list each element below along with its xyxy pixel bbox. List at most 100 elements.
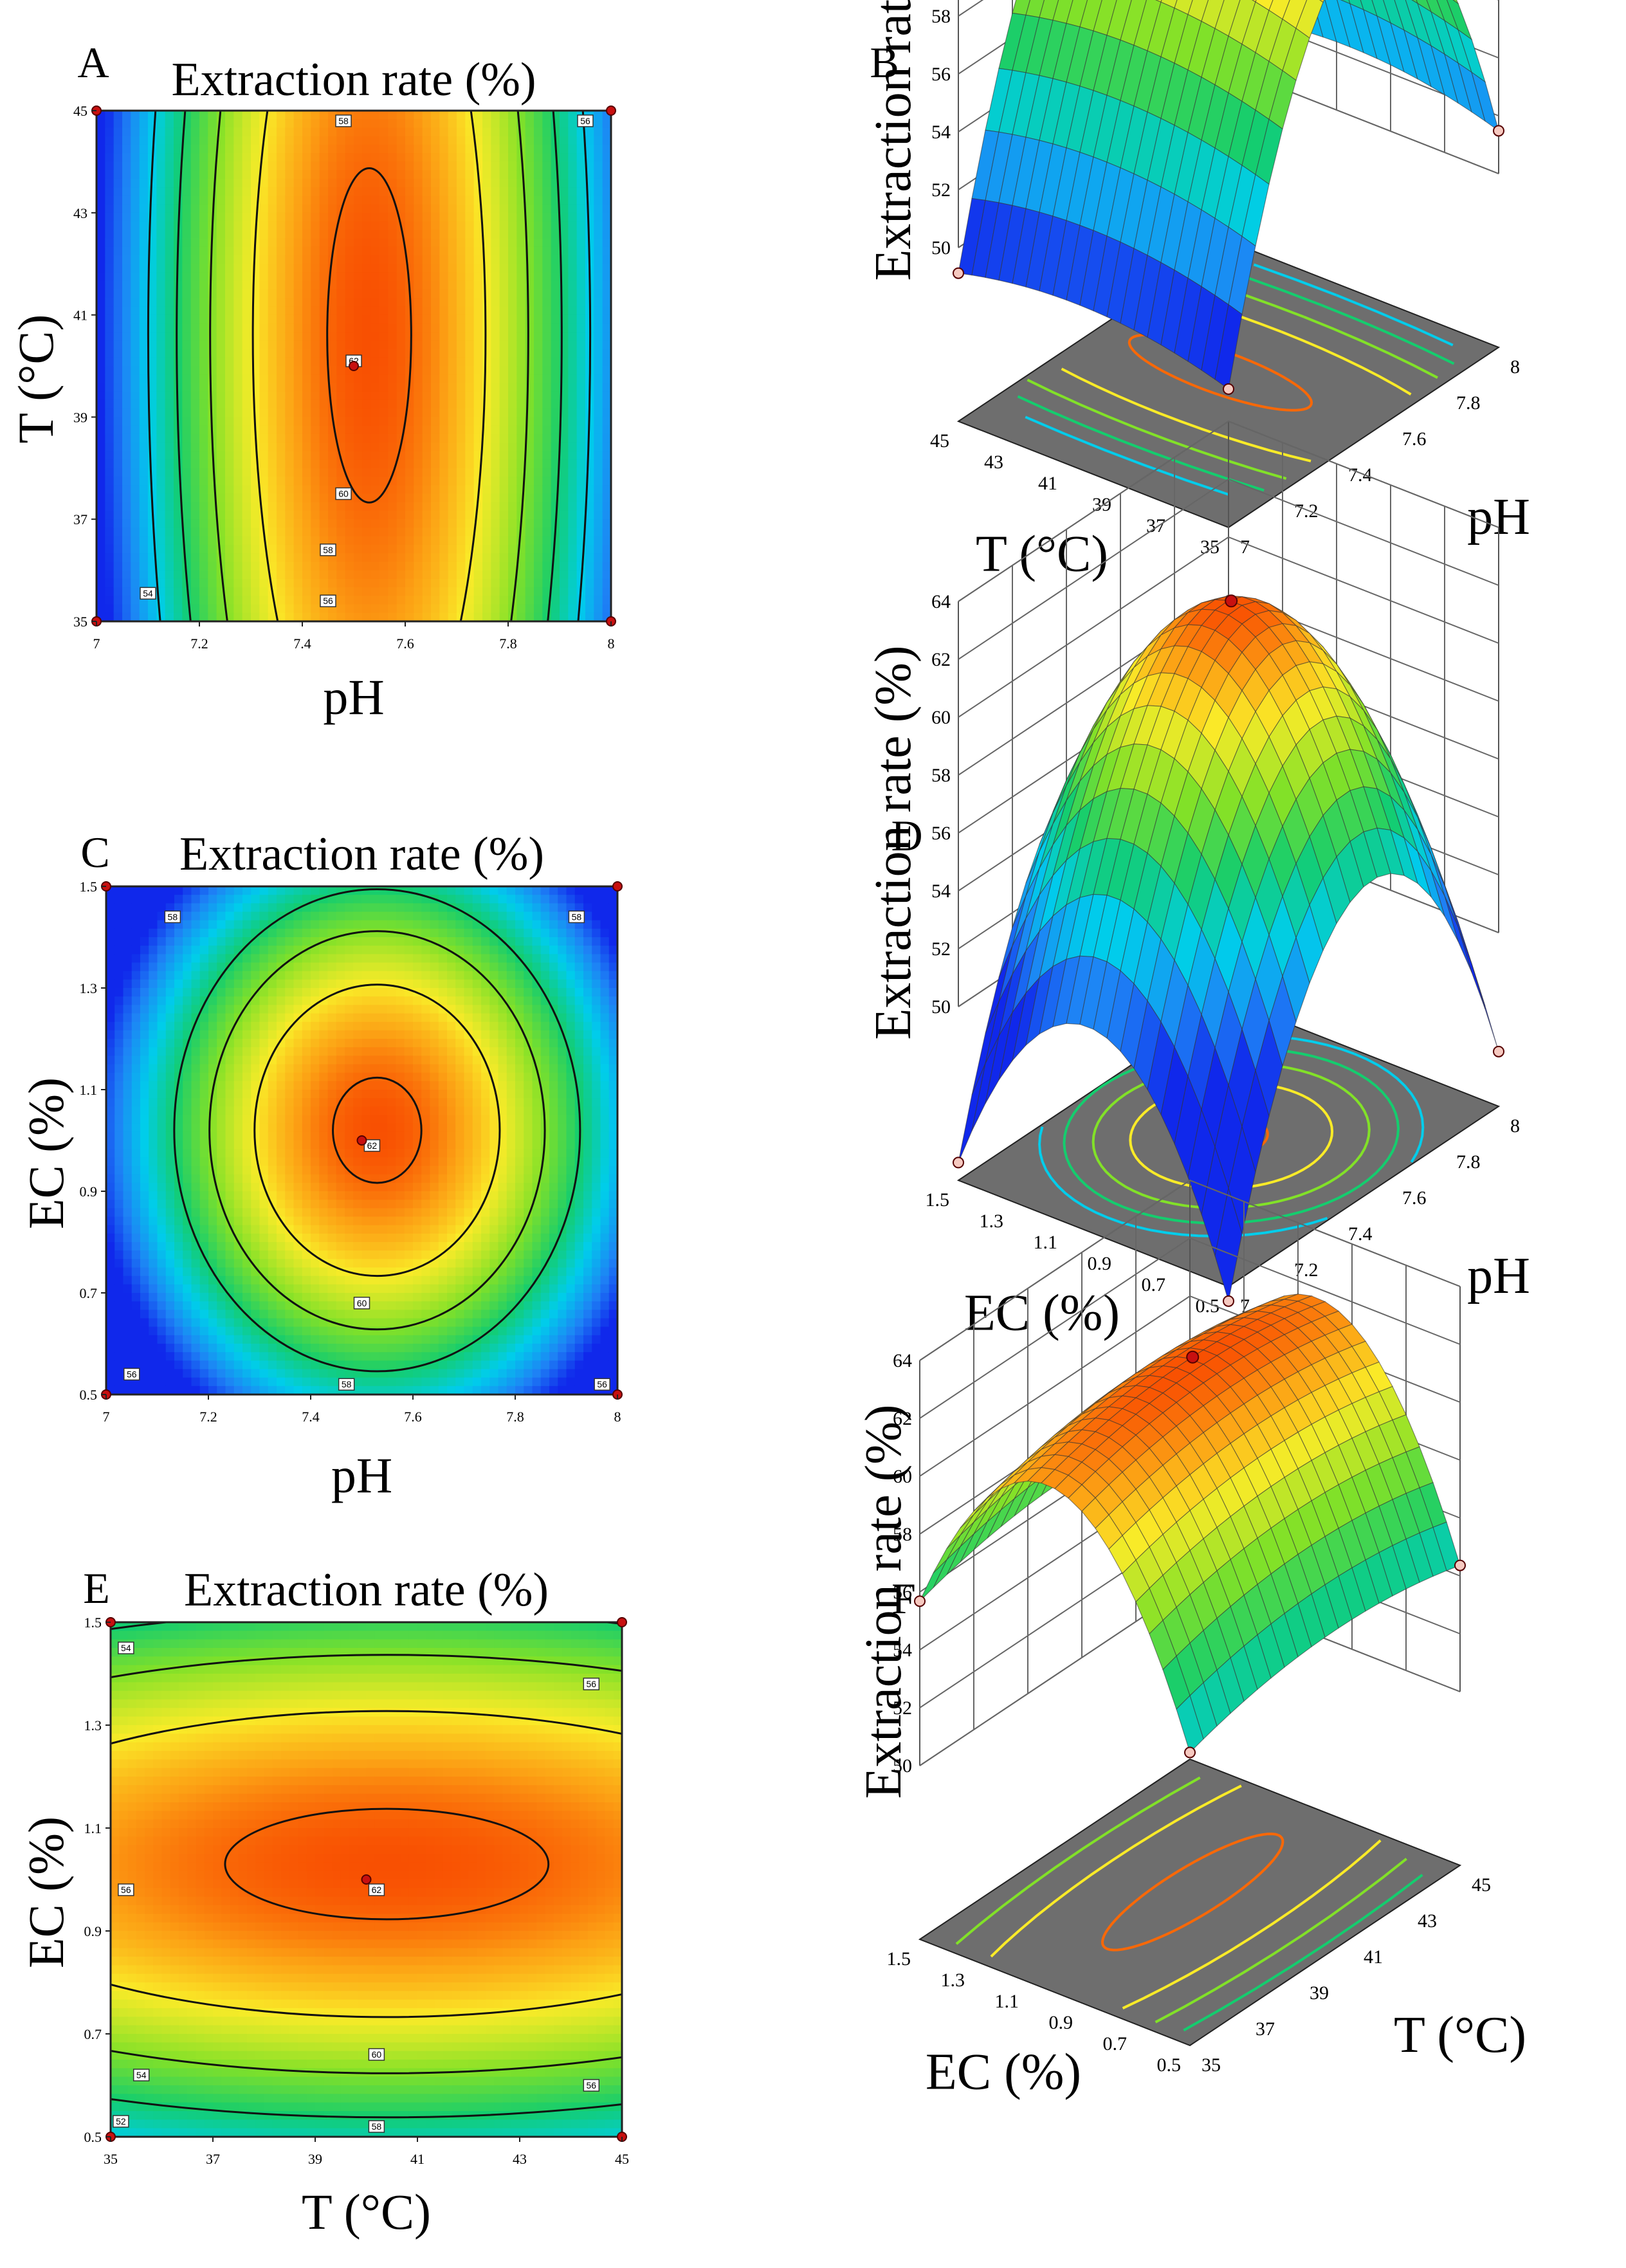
heatmap-cell bbox=[259, 1056, 269, 1065]
heatmap-cell bbox=[174, 946, 183, 955]
heatmap-cell bbox=[302, 144, 311, 154]
heatmap-cell bbox=[114, 1276, 124, 1285]
heatmap-cell bbox=[302, 323, 311, 333]
heatmap-cell bbox=[414, 170, 423, 179]
heatmap-cell bbox=[242, 587, 251, 596]
heatmap-cell bbox=[551, 399, 560, 409]
heatmap-cell bbox=[439, 332, 449, 341]
heatmap-cell bbox=[113, 553, 123, 562]
heatmap-cell bbox=[96, 170, 105, 179]
heatmap-cell bbox=[259, 1047, 269, 1056]
heatmap-cell bbox=[602, 196, 612, 205]
heatmap-cell bbox=[131, 1267, 141, 1277]
heatmap-cell bbox=[568, 544, 578, 554]
heatmap-cell bbox=[422, 493, 432, 503]
heatmap-cell bbox=[174, 1335, 183, 1344]
heatmap-cell bbox=[370, 306, 380, 316]
heatmap-cell bbox=[311, 136, 320, 145]
heatmap-cell bbox=[225, 212, 234, 222]
heatmap-cell bbox=[268, 1360, 277, 1370]
heatmap-cell bbox=[465, 221, 475, 230]
heatmap-cell bbox=[165, 315, 174, 324]
heatmap-cell bbox=[174, 187, 183, 196]
heatmap-cell bbox=[225, 136, 234, 145]
heatmap-cell bbox=[174, 1005, 183, 1014]
heatmap-cell bbox=[122, 178, 131, 188]
heatmap-cell bbox=[148, 332, 157, 341]
heatmap-cell bbox=[328, 323, 337, 333]
heatmap-cell bbox=[336, 349, 346, 358]
heatmap-cell bbox=[251, 1056, 260, 1065]
heatmap-cell bbox=[379, 187, 388, 196]
heatmap-cell bbox=[174, 280, 183, 290]
heatmap-cell bbox=[182, 289, 192, 298]
heatmap-cell bbox=[499, 553, 509, 562]
heatmap-cell bbox=[448, 272, 457, 282]
heatmap-cell bbox=[217, 911, 226, 921]
heatmap-cell bbox=[225, 459, 234, 469]
heatmap-cell bbox=[233, 1047, 243, 1056]
heatmap-cell bbox=[268, 1005, 277, 1014]
heatmap-cell bbox=[106, 1200, 115, 1209]
heatmap-cell bbox=[165, 1242, 175, 1251]
heatmap-cell bbox=[105, 562, 114, 571]
heatmap-cell bbox=[499, 340, 509, 350]
heatmap-cell bbox=[190, 264, 200, 273]
heatmap-cell bbox=[482, 178, 491, 188]
heatmap-cell bbox=[302, 264, 311, 273]
heatmap-cell bbox=[251, 399, 260, 409]
heatmap-cell bbox=[414, 459, 423, 469]
heatmap-cell bbox=[106, 954, 115, 964]
design-point bbox=[349, 361, 359, 371]
heatmap-cell bbox=[473, 212, 483, 222]
heatmap-cell bbox=[457, 161, 466, 171]
heatmap-cell bbox=[534, 578, 543, 588]
heatmap-cell bbox=[516, 280, 526, 290]
heatmap-cell bbox=[277, 468, 286, 477]
heatmap-cell bbox=[165, 1056, 175, 1065]
heatmap-cell bbox=[473, 187, 483, 196]
heatmap-cell bbox=[259, 1098, 269, 1107]
heatmap-cell bbox=[396, 340, 406, 350]
heatmap-cell bbox=[439, 434, 449, 443]
heatmap-cell bbox=[482, 332, 491, 341]
heatmap-cell bbox=[560, 553, 569, 562]
heatmap-cell bbox=[491, 502, 500, 511]
heatmap-cell bbox=[208, 272, 217, 282]
heatmap-cell bbox=[542, 366, 552, 375]
heatmap-cell bbox=[482, 562, 491, 571]
heatmap-cell bbox=[277, 383, 286, 392]
heatmap-cell bbox=[268, 562, 277, 571]
heatmap-cell bbox=[362, 323, 372, 333]
heatmap-cell bbox=[422, 485, 432, 495]
heatmap-cell bbox=[113, 408, 123, 417]
heatmap-cell bbox=[293, 434, 303, 443]
heatmap-cell bbox=[388, 399, 397, 409]
heatmap-cell bbox=[602, 255, 612, 264]
heatmap-cell bbox=[174, 1293, 183, 1302]
heatmap-cell bbox=[174, 1140, 183, 1149]
heatmap-cell bbox=[216, 468, 226, 477]
heatmap-cell bbox=[131, 417, 140, 426]
heatmap-cell bbox=[362, 315, 372, 324]
heatmap-cell bbox=[191, 1344, 201, 1353]
heatmap-cell bbox=[396, 332, 406, 341]
heatmap-cell bbox=[131, 562, 140, 571]
heatmap-cell bbox=[499, 187, 509, 196]
heatmap-cell bbox=[182, 408, 192, 417]
heatmap-cell bbox=[362, 127, 372, 137]
heatmap-cell bbox=[191, 1276, 201, 1285]
heatmap-cell bbox=[190, 238, 200, 248]
heatmap-cell bbox=[225, 366, 234, 375]
heatmap-cell bbox=[319, 153, 329, 162]
heatmap-cell bbox=[242, 1208, 251, 1218]
heatmap-cell bbox=[199, 1081, 209, 1090]
heatmap-cell bbox=[259, 1140, 269, 1149]
heatmap-cell bbox=[268, 212, 277, 222]
heatmap-cell bbox=[414, 119, 423, 129]
heatmap-cell bbox=[285, 928, 295, 938]
heatmap-cell bbox=[534, 111, 543, 120]
heatmap-cell bbox=[190, 374, 200, 384]
heatmap-cell bbox=[217, 988, 226, 997]
heatmap-cell bbox=[457, 357, 466, 367]
